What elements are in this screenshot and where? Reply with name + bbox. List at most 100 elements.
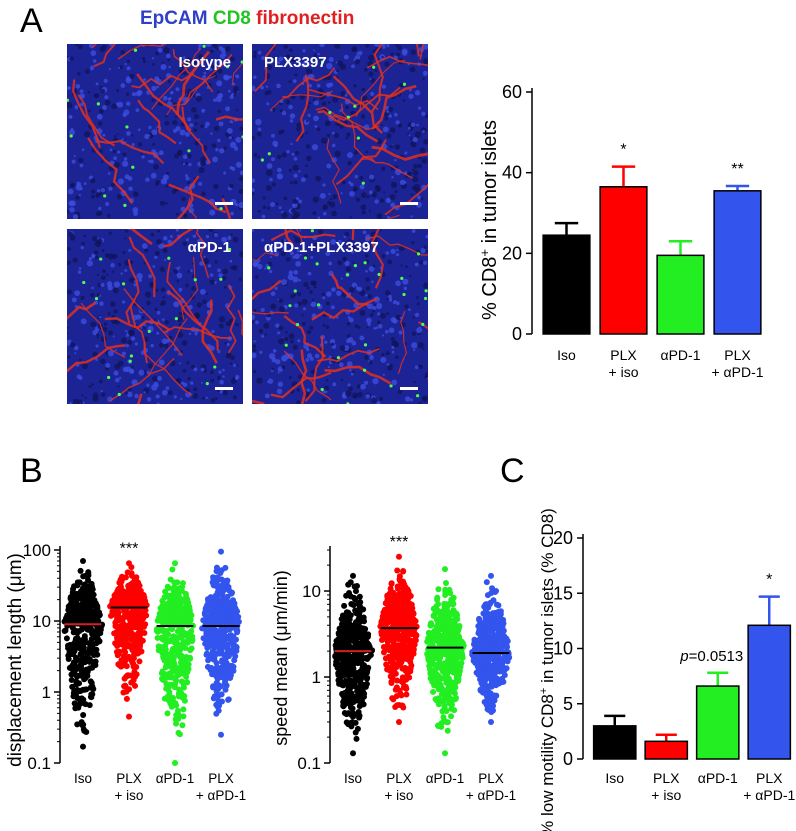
data-point xyxy=(180,681,187,688)
data-point xyxy=(79,585,86,592)
data-point xyxy=(221,672,228,679)
significance-label: *** xyxy=(120,540,139,557)
data-point xyxy=(484,623,491,630)
data-point xyxy=(80,573,87,580)
panel-letter-b: B xyxy=(20,452,43,490)
category-label: Iso xyxy=(557,347,576,363)
data-point xyxy=(86,646,93,653)
data-point xyxy=(407,668,414,675)
data-point xyxy=(131,651,138,658)
data-point xyxy=(352,588,359,595)
data-point xyxy=(347,621,354,628)
data-point xyxy=(226,607,233,614)
data-point xyxy=(124,672,131,679)
micrograph-image xyxy=(252,44,428,219)
data-point xyxy=(79,636,86,643)
data-point xyxy=(431,682,438,689)
data-point xyxy=(118,660,125,667)
data-point xyxy=(136,658,143,665)
data-point xyxy=(89,691,96,698)
data-point xyxy=(480,687,487,694)
data-point xyxy=(443,708,450,715)
data-point xyxy=(449,663,456,670)
data-point xyxy=(181,617,188,624)
data-point xyxy=(220,587,227,594)
data-point xyxy=(444,727,451,734)
category-label: PLX + αPD-1 xyxy=(743,770,795,803)
data-point xyxy=(400,568,407,575)
data-point xyxy=(436,683,443,690)
data-point xyxy=(493,618,500,625)
data-point xyxy=(209,599,216,606)
data-point xyxy=(65,655,72,662)
data-point xyxy=(356,712,363,719)
data-point xyxy=(213,664,220,671)
data-point xyxy=(452,680,459,687)
data-point-max xyxy=(218,548,224,555)
data-point xyxy=(163,680,170,687)
data-point-max xyxy=(80,557,86,564)
data-point xyxy=(89,664,96,671)
y-axis-label: displacement length (μm) xyxy=(5,553,26,767)
data-point-max xyxy=(442,566,448,573)
data-point xyxy=(140,592,147,599)
data-point xyxy=(201,611,208,618)
category-label: PLX + iso xyxy=(609,347,639,380)
bar xyxy=(592,725,637,760)
data-point xyxy=(180,706,187,713)
data-point xyxy=(121,613,128,620)
data-point xyxy=(73,673,80,680)
data-point xyxy=(171,682,178,689)
data-point xyxy=(132,594,139,601)
data-point xyxy=(345,609,352,616)
data-point xyxy=(350,602,357,609)
data-point xyxy=(110,599,117,606)
y-tick-label: 10 xyxy=(32,612,51,631)
data-point xyxy=(164,710,171,717)
data-point xyxy=(483,601,490,608)
data-point xyxy=(494,645,501,652)
data-point xyxy=(79,686,86,693)
data-point xyxy=(482,607,489,614)
data-point xyxy=(409,638,416,645)
data-point xyxy=(384,611,391,618)
data-point xyxy=(455,648,462,655)
data-point xyxy=(388,680,395,687)
dot-cloud xyxy=(469,579,513,715)
data-point xyxy=(170,655,177,662)
data-point xyxy=(390,696,397,703)
micrograph-image xyxy=(67,44,243,219)
data-point xyxy=(70,592,77,599)
data-point xyxy=(90,597,97,604)
data-point xyxy=(479,680,486,687)
data-point xyxy=(334,660,341,667)
data-point xyxy=(85,577,92,584)
scale-bar xyxy=(400,387,418,390)
data-point xyxy=(90,614,97,621)
data-point xyxy=(235,618,242,625)
data-point xyxy=(473,653,480,660)
data-point xyxy=(216,603,223,610)
data-point xyxy=(494,659,501,666)
data-point xyxy=(347,659,354,666)
data-point xyxy=(125,653,132,660)
data-point xyxy=(356,593,363,600)
y-tick-label: 0.1 xyxy=(27,754,51,773)
data-point xyxy=(356,675,363,682)
data-point xyxy=(216,583,223,590)
data-point xyxy=(174,648,181,655)
data-point xyxy=(62,627,69,634)
data-point xyxy=(129,659,136,666)
data-point xyxy=(485,637,492,644)
data-point xyxy=(139,637,146,644)
micrograph-label: PLX3397 xyxy=(264,54,327,71)
data-point xyxy=(500,678,507,685)
data-point xyxy=(499,630,506,637)
data-point xyxy=(230,643,237,650)
data-point xyxy=(73,678,80,685)
micrograph-title: EpCAM CD8 fibronectin xyxy=(140,8,354,30)
dot-cloud xyxy=(199,564,242,717)
data-point xyxy=(408,601,415,608)
data-point xyxy=(337,666,344,673)
data-point xyxy=(426,663,433,670)
